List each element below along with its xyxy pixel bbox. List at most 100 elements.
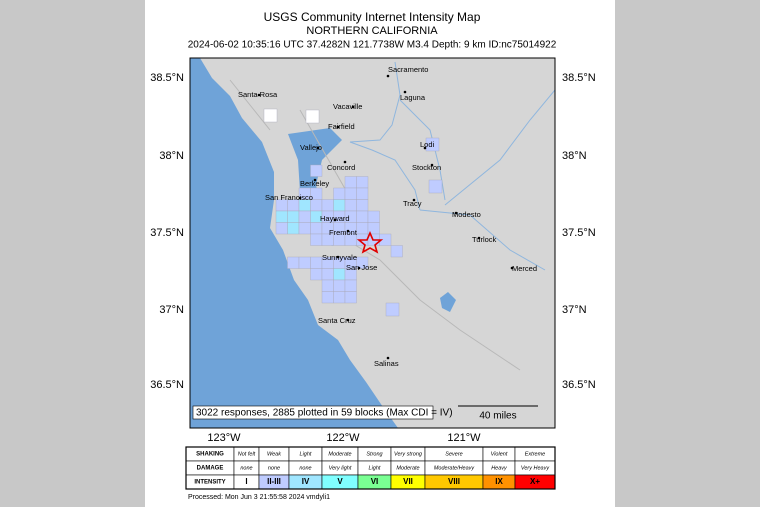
- cdi-block: [287, 222, 300, 235]
- cdi-block: [298, 222, 311, 235]
- cdi-block: [344, 187, 357, 200]
- city-label: Tracy: [403, 199, 422, 208]
- cities: Sacramento Santa Rosa Vacaville Laguna Fairf…: [238, 65, 537, 368]
- note: 3022 responses, 2885 plotted in 59 block…: [196, 408, 453, 419]
- legend-shaking: Violent: [491, 451, 508, 457]
- legend-damage: Heavy: [491, 465, 508, 471]
- cdi-block: [344, 199, 357, 212]
- lat-label: 36.5°N: [562, 379, 596, 391]
- city-dot: [351, 105, 355, 109]
- city-dot: [357, 266, 361, 270]
- note-box: [192, 405, 434, 420]
- lat-label: 38.5°N: [150, 72, 184, 84]
- legend-row-header: DAMAGE: [197, 466, 224, 472]
- city-label: Modesto: [452, 210, 481, 219]
- city-dot: [336, 255, 340, 259]
- event-info: 2024-06-02 10:35:16 UTC 37.4282N 121.773…: [188, 40, 557, 51]
- city-dot: [412, 198, 416, 202]
- city-dot: [477, 236, 481, 240]
- lat-label: 37°N: [159, 304, 184, 316]
- cdi-block: [425, 137, 440, 152]
- city-label: Concord: [327, 163, 355, 172]
- city-label: Santa Rosa: [238, 90, 278, 99]
- city-dot: [346, 229, 350, 233]
- city-dot: [313, 178, 317, 182]
- scale-label: 40 miles: [479, 411, 516, 422]
- legend: SHAKING Not felt Weak Light Moderate Strong Ve…: [185, 446, 556, 490]
- cdi-block: [333, 268, 346, 281]
- cdi-block: [356, 199, 369, 212]
- legend-damage: none: [240, 465, 252, 471]
- lat-label: 37°N: [562, 304, 587, 316]
- legend-intensity: I: [245, 477, 247, 486]
- footer: Processed: Mon Jun 3 21:55:58 2024 vmdyl…: [188, 494, 330, 501]
- cdi-block: [390, 245, 403, 258]
- city-label: Laguna: [400, 93, 426, 102]
- cdi-block: [275, 210, 288, 223]
- cdi-block: [385, 302, 400, 317]
- legend-shaking: Severe: [445, 451, 462, 457]
- cdi-block: [287, 210, 300, 223]
- lon-label: 122°W: [326, 432, 360, 444]
- cdi-block: [287, 256, 300, 269]
- lon-label: 121°W: [447, 432, 481, 444]
- lat-label: 36.5°N: [150, 379, 184, 391]
- legend-shaking: Light: [300, 451, 312, 457]
- city-label: Fairfield: [328, 122, 355, 131]
- legend-intensity: II-III: [267, 477, 281, 486]
- cdi-blocks: [263, 108, 443, 317]
- lat-label: 38°N: [562, 150, 587, 162]
- city-dot: [298, 196, 302, 200]
- lat-label: 38.5°N: [562, 72, 596, 84]
- legend-intensity: VII: [403, 477, 413, 486]
- lat-label: 37.5°N: [150, 227, 184, 239]
- cdi-block: [321, 291, 334, 304]
- cdi-block: [310, 222, 323, 235]
- cdi-block: [356, 210, 369, 223]
- map-area: Sacramento Santa Rosa Vacaville Laguna Fairf…: [190, 58, 555, 428]
- legend-shaking: Moderate: [328, 451, 351, 457]
- city-label: San Francisco: [265, 193, 313, 202]
- city-label: Salinas: [374, 359, 399, 368]
- reservoir: [440, 292, 456, 312]
- cdi-block: [333, 199, 346, 212]
- legend-row-header: SHAKING: [196, 452, 224, 458]
- city-dot: [316, 146, 320, 150]
- legend-damage: Moderate: [396, 465, 419, 471]
- legend-damage: none: [299, 465, 311, 471]
- lon-label: 123°W: [207, 432, 241, 444]
- map-frame: [189, 57, 556, 429]
- city-label: Santa Cruz: [318, 316, 356, 325]
- city-dot: [403, 90, 407, 94]
- city-label: Berkeley: [300, 179, 329, 188]
- cdi-block: [367, 210, 380, 223]
- cdi-block: [275, 222, 288, 235]
- legend-intensity: IX: [495, 477, 503, 486]
- city-label: Vallejo: [300, 143, 322, 152]
- cdi-block: [356, 222, 369, 235]
- cdi-block: [321, 268, 334, 281]
- cdi-block: [310, 233, 323, 246]
- city-dot: [430, 163, 434, 167]
- cdi-block: [310, 268, 323, 281]
- city-label: Hayward: [320, 214, 350, 223]
- city-dot: [386, 74, 390, 78]
- cdi-block: [310, 256, 323, 269]
- city-dot: [257, 93, 261, 97]
- legend-damage: Very light: [329, 465, 352, 471]
- legend-intensity: IV: [302, 477, 310, 486]
- cdi-block: [321, 199, 334, 212]
- cdi-block: [344, 291, 357, 304]
- cdi-block: [356, 176, 369, 189]
- legend-damage: Light: [369, 465, 381, 471]
- cdi-block: [344, 279, 357, 292]
- ocean: [190, 58, 398, 428]
- legend-damage: Very Heavy: [521, 465, 550, 471]
- city-dot: [333, 218, 337, 222]
- cdi-block: [298, 210, 311, 223]
- city-dot: [510, 266, 514, 270]
- city-label: Fremont: [329, 228, 358, 237]
- region: NORTHERN CALIFORNIA: [306, 25, 438, 37]
